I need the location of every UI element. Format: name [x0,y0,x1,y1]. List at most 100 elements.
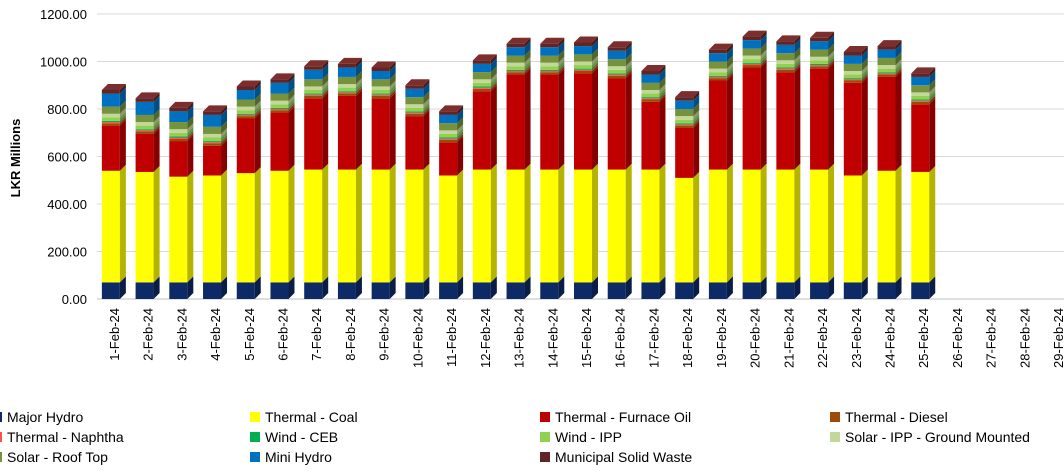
bar-segment [371,93,390,95]
bar-segment [506,72,525,75]
bar-segment-side [794,54,801,64]
bar-segment [877,46,896,50]
bar-segment-side [625,276,632,299]
bar-segment-side [659,163,666,283]
bar-top-face [810,31,835,38]
bar-segment-side [119,114,126,123]
bar-segment [270,282,289,299]
bar-segment [203,145,222,176]
bar-segment-side [457,169,464,283]
bar-segment-side [355,276,362,299]
bar-segment [911,95,930,100]
bar-segment-side [693,122,700,178]
bar-top-face [641,65,666,71]
bar-segment [641,169,660,283]
bar-segment [776,63,795,68]
bar-segment [472,86,491,88]
bar-segment [540,66,559,70]
bar-top-face [337,57,362,64]
bar-segment-side [153,123,160,131]
bar-segment-side [625,163,632,283]
x-tick-label: 29-Feb-24 [1051,308,1064,368]
bar-segment-side [119,119,126,171]
bar-segment-side [423,98,430,108]
bar-segment [506,169,525,283]
bar-segment [135,133,154,172]
bar-segment-side [254,276,261,299]
x-tick-label: 1-Feb-24 [107,308,122,361]
bar-segment [540,62,559,67]
bar-segment [472,87,491,89]
bar-segment-side [457,276,464,299]
bar-top-face [203,105,228,112]
bar-segment [843,78,862,80]
bar-segment-side [288,164,295,283]
bar-segment-side [288,276,295,299]
x-tick-label: 24-Feb-24 [883,308,898,368]
bar-segment-side [322,276,329,299]
bar-segment [270,112,289,171]
bar-segment-side [423,163,430,283]
bar-segment [439,139,458,143]
bar-segment-side [490,80,497,88]
bar-segment-side [187,105,194,123]
bar-segment-side [861,46,868,56]
bar-segment-side [895,66,902,74]
bar-segment [506,43,525,48]
bar-segment-side [355,61,362,77]
bar-segment [877,282,896,299]
x-tick-label: 3-Feb-24 [174,308,189,361]
bar-segment [810,56,829,61]
bar-segment [708,78,727,81]
bar-segment-side [187,126,194,137]
y-tick-label: 600.00 [47,150,87,165]
bar-segment [236,110,255,114]
bar-segment [135,131,154,134]
bar-segment [135,101,154,115]
bar-segment-side [794,66,801,170]
bar-segment-side [524,63,531,71]
legend-label: Solar - Roof Top [7,449,108,465]
bar-segment-side [861,73,868,81]
bar-segment-side [457,108,464,124]
bar-segment [574,69,592,71]
bar-segment-side [457,124,464,134]
bar-stack [169,101,194,299]
x-tick-label: 7-Feb-24 [309,308,324,361]
bar-segment-side [929,70,936,86]
bar-segment [472,88,491,92]
bar-segment-side [828,62,835,170]
bar-segment-side [288,101,295,109]
legend-swatch [540,452,550,462]
x-tick-label: 9-Feb-24 [377,308,392,361]
bar-segment [405,85,424,89]
legend-swatch [540,412,550,422]
bar-segment [169,176,188,283]
bar-segment-side [558,37,565,48]
bar-segment-side [828,60,835,69]
bar-segment-side [693,117,700,125]
bar-segment-side [558,56,565,67]
bar-segment [439,133,458,138]
bar-segment-side [592,67,598,170]
bar-segment-side [423,101,430,112]
bar-segment-side [355,86,362,94]
bar-segment [810,282,829,299]
bar-segment [371,94,390,96]
bar-segment-side [524,60,531,70]
bar-segment-side [254,112,261,174]
bar-segment-side [659,276,666,299]
bar-segment [607,59,626,67]
bar-segment [203,111,222,115]
bar-segment-side [659,91,666,99]
bar-segment [472,79,491,83]
x-tick-label: 4-Feb-24 [208,308,223,361]
bar-segment-side [254,80,261,90]
bar-segment-side [254,167,261,283]
bar-segment [371,67,390,71]
bar-segment-side [861,169,868,283]
bar-segment-side [895,68,902,77]
legend-item: Solar - IPP - Ground Mounted [830,429,1030,445]
legend-swatch [0,412,2,422]
bar-top-face [371,61,396,68]
